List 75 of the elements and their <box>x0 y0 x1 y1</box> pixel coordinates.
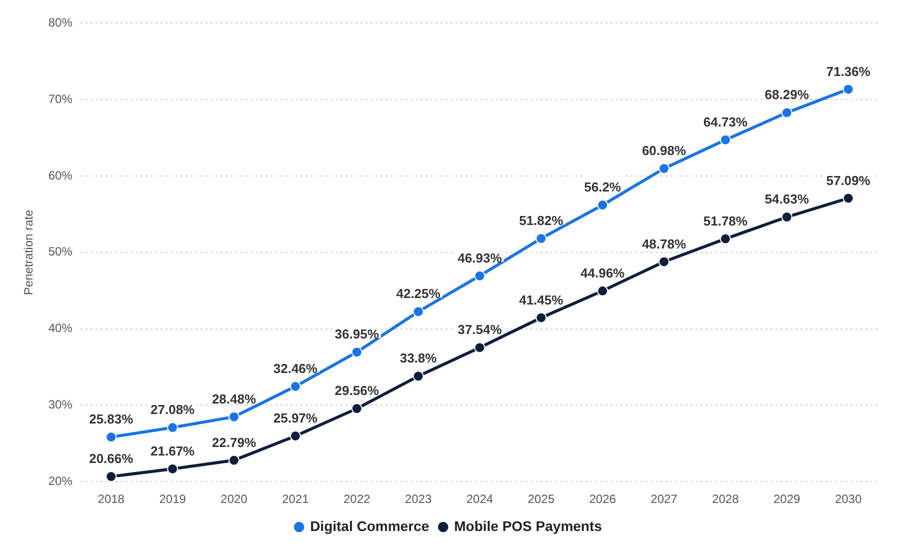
point <box>536 312 547 324</box>
point <box>106 432 117 443</box>
data-label: 33.8% <box>400 350 438 366</box>
data-label: 68.29% <box>764 87 810 102</box>
point <box>412 370 424 382</box>
point <box>290 380 301 392</box>
legend-label: Digital Commerce <box>310 518 430 534</box>
data-label: 25.97% <box>273 410 318 426</box>
x-tick-label: 2029 <box>774 492 801 506</box>
x-tick-label: 2020 <box>220 492 248 506</box>
data-label: 51.78% <box>703 213 748 228</box>
data-label: 60.98% <box>642 143 686 158</box>
y-axis-title: Penetration rate <box>22 209 36 296</box>
point <box>351 403 362 414</box>
point <box>781 107 792 118</box>
point <box>842 84 854 95</box>
data-label: 22.79% <box>212 434 256 450</box>
data-label: 71.36% <box>826 64 871 79</box>
point <box>781 212 792 223</box>
point <box>720 233 731 244</box>
point <box>720 134 731 146</box>
y-tick-label: 20% <box>48 474 73 488</box>
x-tick-label: 2030 <box>834 492 862 506</box>
y-tick-label: 30% <box>48 398 73 412</box>
data-label: 27.08% <box>150 402 196 418</box>
y-tick-label: 70% <box>48 92 73 106</box>
point <box>842 192 854 204</box>
data-label: 51.82% <box>519 213 564 228</box>
point <box>167 463 178 474</box>
x-tick-label: 2023 <box>404 492 432 506</box>
point <box>658 163 670 174</box>
data-label: 28.48% <box>212 391 256 406</box>
point <box>106 471 117 482</box>
data-label: 57.09% <box>826 172 871 188</box>
data-label: 21.67% <box>150 443 196 458</box>
x-tick-label: 2019 <box>159 492 186 506</box>
x-tick-label: 2027 <box>650 492 678 506</box>
x-tick-label: 2021 <box>282 492 310 506</box>
data-label: 25.83% <box>89 412 134 427</box>
data-label: 48.78% <box>642 236 686 252</box>
data-label: 54.63% <box>764 192 810 207</box>
data-label: 37.54% <box>458 322 502 338</box>
data-label: 29.56% <box>334 383 380 398</box>
x-tick-label: 2022 <box>344 492 371 506</box>
x-tick-label: 2026 <box>589 492 616 506</box>
point <box>228 454 240 466</box>
point <box>167 422 178 434</box>
point <box>658 256 670 268</box>
data-label: 36.95% <box>334 326 380 342</box>
point <box>597 200 608 211</box>
x-tick-label: 2028 <box>712 492 740 506</box>
data-label: 32.46% <box>273 360 318 376</box>
data-label: 44.96% <box>580 265 626 280</box>
data-label: 41.45% <box>519 292 564 308</box>
data-label: 64.73% <box>703 114 748 130</box>
point <box>228 411 240 422</box>
y-tick-label: 80% <box>48 16 73 30</box>
legend-label: Mobile POS Payments <box>454 518 602 534</box>
data-label: 20.66% <box>89 451 134 466</box>
y-tick-label: 50% <box>48 244 73 259</box>
x-tick-label: 2024 <box>466 492 494 506</box>
point <box>536 232 547 244</box>
point <box>412 306 424 318</box>
data-label: 56.2% <box>584 180 622 195</box>
point <box>474 342 486 354</box>
point <box>351 346 362 358</box>
data-label: 42.25% <box>396 286 441 302</box>
y-tick-label: 40% <box>48 321 73 336</box>
point <box>474 270 486 282</box>
data-label: 46.93% <box>458 250 502 266</box>
y-tick-label: 60% <box>48 168 73 182</box>
x-tick-label: 2025 <box>528 492 555 506</box>
point <box>597 285 608 296</box>
x-tick-label: 2018 <box>98 492 125 506</box>
point <box>290 430 301 442</box>
